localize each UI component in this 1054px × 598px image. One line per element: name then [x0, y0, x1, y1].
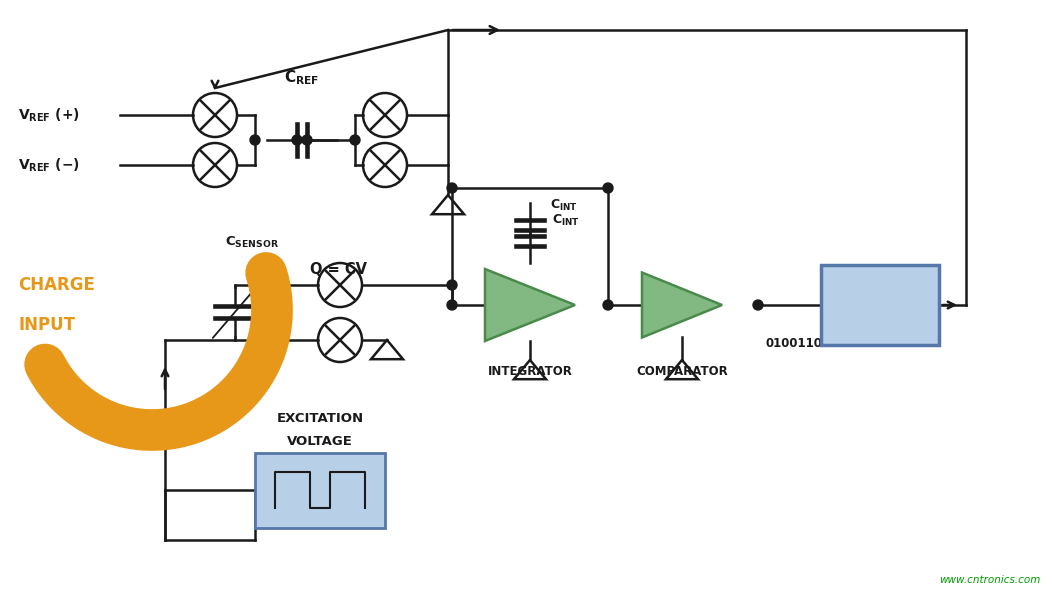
Text: CHARGE: CHARGE [18, 276, 95, 294]
Circle shape [753, 300, 763, 310]
FancyBboxPatch shape [821, 265, 939, 345]
Circle shape [350, 135, 360, 145]
Text: DIGITAL: DIGITAL [851, 285, 910, 297]
Text: $\mathbf{V_{REF}}$ (−): $\mathbf{V_{REF}}$ (−) [18, 156, 80, 173]
Circle shape [250, 135, 260, 145]
Circle shape [292, 135, 302, 145]
Text: Q = CV: Q = CV [310, 263, 367, 277]
Text: $\mathbf{C_{REF}}$: $\mathbf{C_{REF}}$ [285, 68, 319, 87]
Text: $\mathbf{C_{INT}}$: $\mathbf{C_{INT}}$ [552, 212, 580, 228]
Text: FILTER: FILTER [856, 313, 904, 325]
Text: INPUT: INPUT [18, 316, 75, 334]
Text: $\mathbf{V_{REF}}$ (+): $\mathbf{V_{REF}}$ (+) [18, 106, 80, 124]
Text: www.cntronics.com: www.cntronics.com [939, 575, 1040, 585]
Circle shape [302, 135, 312, 145]
Text: INTEGRATOR: INTEGRATOR [488, 365, 572, 378]
Text: 0100110: 0100110 [766, 337, 823, 350]
Text: EXCITATION: EXCITATION [276, 412, 364, 425]
Polygon shape [642, 273, 722, 337]
Text: VOLTAGE: VOLTAGE [287, 435, 353, 448]
Circle shape [447, 183, 457, 193]
Circle shape [603, 183, 613, 193]
Polygon shape [485, 269, 575, 341]
Circle shape [447, 300, 457, 310]
FancyBboxPatch shape [255, 453, 385, 527]
Text: $\mathbf{C_{SENSOR}}$: $\mathbf{C_{SENSOR}}$ [225, 235, 279, 250]
Circle shape [603, 300, 613, 310]
Text: COMPARATOR: COMPARATOR [637, 365, 728, 378]
Text: $\mathbf{C_{INT}}$: $\mathbf{C_{INT}}$ [550, 198, 578, 213]
Circle shape [447, 280, 457, 290]
